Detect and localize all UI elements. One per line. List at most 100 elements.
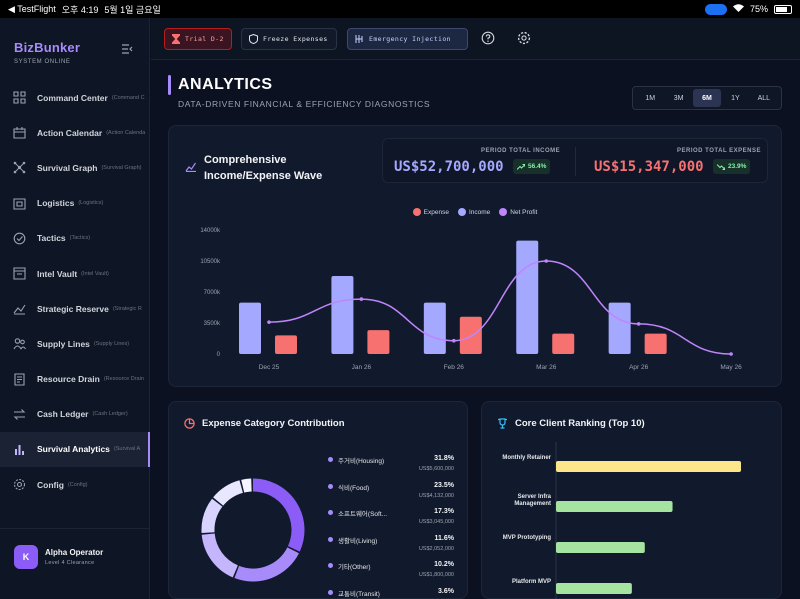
status-bar: ◀ TestFlight 오후 4:19 5월 1일 금요일 75% bbox=[0, 0, 800, 18]
category-name: 주거비(Housing) bbox=[338, 458, 385, 465]
x-tick-label: Apr 26 bbox=[629, 364, 649, 371]
list-item[interactable]: 소프트웨어(Soft... 17.3% US$3,045,000 bbox=[328, 505, 458, 532]
top-bar: Trial D-2 Freeze Expenses Emergency Inje… bbox=[151, 18, 800, 60]
x-tick-label: May 26 bbox=[720, 364, 742, 371]
expense-total-value: US$15,347,000 bbox=[594, 159, 704, 175]
legend-item-net-profit[interactable]: Net Profit bbox=[499, 208, 537, 216]
expense-change-badge: 23.9% bbox=[713, 159, 751, 174]
net-profit-point bbox=[636, 322, 641, 326]
receipt-icon bbox=[14, 373, 25, 386]
emergency-injection-button[interactable]: Emergency Injection bbox=[347, 28, 468, 50]
totals-divider bbox=[575, 147, 576, 176]
client-bar bbox=[556, 461, 741, 472]
category-name: 교통비(Transit) bbox=[338, 590, 380, 598]
sidebar-item-logistics[interactable]: Logistics (Logistics) bbox=[0, 186, 150, 221]
trial-badge-button[interactable]: Trial D-2 bbox=[164, 28, 232, 50]
legend-swatch bbox=[457, 208, 466, 216]
expense-bar bbox=[459, 316, 482, 354]
category-dot bbox=[328, 510, 333, 515]
users-icon bbox=[13, 338, 26, 350]
range-6m-button[interactable]: 6M bbox=[692, 89, 722, 107]
donut-slice bbox=[241, 478, 252, 493]
sidebar-item-label: Config bbox=[37, 479, 64, 490]
list-item[interactable]: 교통비(Transit) 3.6% bbox=[328, 585, 458, 599]
sidebar-item-sublabel: (Logistics) bbox=[78, 200, 104, 207]
sidebar-item-survival-analytics[interactable]: Survival Analytics (Survival A bbox=[0, 431, 150, 468]
sidebar-item-sublabel: (Command C bbox=[111, 94, 145, 101]
back-to-app-link[interactable]: ◀ TestFlight bbox=[8, 3, 56, 14]
category-percent: 10.2% bbox=[434, 561, 454, 568]
sidebar-item-sublabel: (Tactics) bbox=[69, 235, 91, 242]
freeze-expenses-button[interactable]: Freeze Expenses bbox=[241, 28, 337, 50]
title-accent-bar bbox=[168, 75, 171, 95]
sidebar-item-action-calendar[interactable]: Action Calendar (Action Calenda bbox=[0, 115, 150, 150]
income-bar bbox=[516, 240, 539, 354]
client-bar bbox=[556, 542, 645, 553]
list-item[interactable]: 주거비(Housing) 31.8% US$5,600,000 bbox=[328, 452, 458, 479]
category-percent: 23.5% bbox=[434, 481, 454, 489]
legend-item-income[interactable]: Income bbox=[457, 208, 491, 216]
client-label-server-infra: Server Infra Management bbox=[514, 494, 551, 507]
legend-swatch bbox=[499, 208, 508, 216]
sidebar-item-intel-vault[interactable]: Intel Vault (Intel Vault) bbox=[0, 256, 150, 291]
wifi-icon bbox=[732, 4, 744, 14]
battery-icon bbox=[774, 4, 792, 14]
category-amount: US$3,045,000 bbox=[418, 519, 454, 525]
system-status: SYSTEM ONLINE bbox=[14, 59, 71, 65]
collapse-sidebar-icon[interactable] bbox=[121, 44, 133, 54]
range-1m-button[interactable]: 1M bbox=[645, 94, 656, 102]
settings-gear-icon[interactable] bbox=[517, 31, 531, 45]
range-3m-button[interactable]: 3M bbox=[673, 94, 684, 102]
net-profit-point bbox=[359, 297, 364, 301]
category-percent: 31.8% bbox=[434, 455, 454, 462]
bar-chart-icon bbox=[15, 444, 24, 455]
emergency-label: Emergency Injection bbox=[369, 35, 451, 43]
y-tick-label: 7000k bbox=[204, 290, 221, 296]
range-1y-button[interactable]: 1Y bbox=[731, 94, 740, 102]
sidebar-item-supply-lines[interactable]: Supply Lines (Supply Lines) bbox=[0, 326, 150, 361]
sidebar-item-survival-graph[interactable]: Survival Graph (Survival Graph) bbox=[0, 150, 150, 185]
hourglass-icon bbox=[172, 34, 180, 44]
sidebar-item-cash-ledger[interactable]: Cash Ledger (Cash Ledger) bbox=[0, 397, 150, 432]
help-icon[interactable] bbox=[481, 31, 495, 45]
y-tick-label: 0 bbox=[217, 352, 221, 358]
expense-category-list: 주거비(Housing) 31.8% US$5,600,000 식비(Food)… bbox=[328, 452, 458, 599]
category-amount: US$5,600,000 bbox=[418, 466, 454, 472]
user-name: Alpha Operator bbox=[45, 548, 104, 557]
income-bar bbox=[608, 302, 631, 354]
trend-down-icon bbox=[717, 163, 725, 170]
expense-total-label: PERIOD TOTAL EXPENSE bbox=[677, 148, 762, 154]
chart-line-icon bbox=[185, 162, 196, 172]
swap-icon bbox=[13, 408, 26, 420]
screen-sharing-icon bbox=[704, 3, 727, 15]
wave-legend: Expense Income Net Profit bbox=[169, 208, 781, 216]
expense-category-title: Expense Category Contribution bbox=[202, 418, 345, 429]
sidebar-item-resource-drain[interactable]: Resource Drain (Resource Drain bbox=[0, 362, 150, 397]
category-name: 생활비(Living) bbox=[338, 537, 378, 545]
page-title: ANALYTICS bbox=[178, 76, 273, 93]
period-totals: PERIOD TOTAL INCOME US$52,700,000 56.4% … bbox=[382, 138, 768, 183]
list-item[interactable]: 기타(Other) 10.2% US$1,800,000 bbox=[328, 558, 458, 585]
legend-label: Income bbox=[468, 208, 491, 216]
avatar: K bbox=[14, 545, 38, 569]
net-profit-point bbox=[267, 320, 271, 324]
pie-chart-icon bbox=[184, 418, 195, 429]
sidebar-item-tactics[interactable]: Tactics (Tactics) bbox=[0, 221, 150, 256]
range-all-button[interactable]: ALL bbox=[757, 94, 771, 102]
list-item[interactable]: 생활비(Living) 11.6% US$2,052,000 bbox=[328, 532, 458, 559]
legend-item-expense[interactable]: Expense bbox=[412, 208, 449, 216]
expense-category-card: Expense Category Contribution 주거비(Housin… bbox=[168, 401, 468, 599]
battery-percent: 75% bbox=[749, 4, 768, 14]
client-label-platform-mvp: Platform MVP bbox=[511, 579, 551, 585]
sidebar-item-sublabel: (Action Calenda bbox=[106, 129, 146, 136]
sidebar-nav: Command Center (Command C Action Calenda… bbox=[0, 80, 150, 502]
user-role: Level 4 Clearance bbox=[45, 560, 95, 566]
sidebar-item-config[interactable]: Config (Config) bbox=[0, 467, 150, 502]
list-item[interactable]: 식비(Food) 23.5% US$4,132,000 bbox=[328, 479, 458, 506]
user-profile[interactable]: K Alpha Operator Level 4 Clearance bbox=[0, 528, 150, 599]
sidebar-item-command-center[interactable]: Command Center (Command C bbox=[0, 80, 150, 115]
sidebar-item-strategic-reserve[interactable]: Strategic Reserve (Strategic R bbox=[0, 291, 150, 326]
brand-logo[interactable]: BizBunker bbox=[14, 40, 81, 55]
category-name: 소프트웨어(Soft... bbox=[338, 511, 388, 518]
